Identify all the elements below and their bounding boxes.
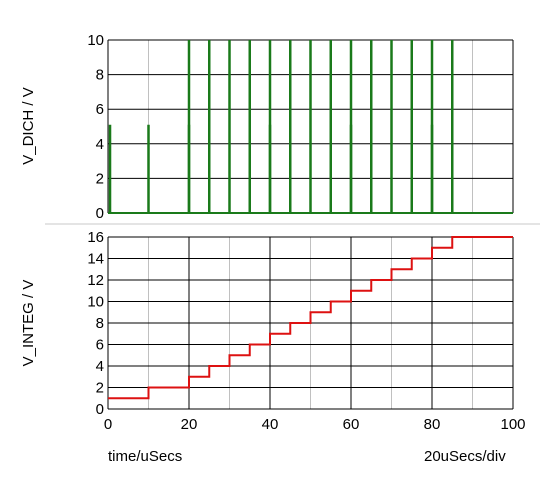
x-tick-label: 100 — [500, 416, 525, 433]
y-tick-label: 16 — [87, 229, 104, 246]
y-tick-label: 2 — [96, 380, 104, 397]
x-tick-label: 20 — [181, 416, 198, 433]
v-dich-chart: 0 2 4 6 8 10 V_DICH / V — [20, 32, 514, 222]
x-tick-label: 80 — [424, 416, 441, 433]
y-tick-label: 2 — [96, 170, 104, 187]
v-integ-staircase — [108, 236, 513, 400]
y-axis-label: V_DICH / V — [20, 87, 37, 165]
y-tick-label: 12 — [87, 272, 104, 289]
x-axis-label: time/uSecs — [108, 448, 183, 465]
y-tick-label: 0 — [96, 205, 104, 222]
y-tick-label: 4 — [96, 136, 104, 153]
y-tick-label: 14 — [87, 251, 104, 268]
y-tick-label: 10 — [87, 32, 104, 49]
y-tick-label: 6 — [96, 337, 104, 354]
y-tick-label: 0 — [96, 401, 104, 418]
y-axis-label: V_INTEG / V — [20, 280, 37, 367]
x-tick-label: 0 — [104, 416, 112, 433]
time-scale-label: 20uSecs/div — [424, 448, 506, 465]
y-tick-label: 6 — [96, 101, 104, 118]
y-tick-label: 10 — [87, 294, 104, 311]
x-tick-label: 60 — [343, 416, 360, 433]
v-integ-chart: 0 2 4 6 8 10 12 14 16 V_INTEG / V 0 20 40 60 80 100 — [20, 229, 526, 433]
y-tick-label: 8 — [96, 315, 104, 332]
y-tick-label: 8 — [96, 67, 104, 84]
x-tick-label: 40 — [262, 416, 279, 433]
y-tick-label: 4 — [96, 358, 104, 375]
